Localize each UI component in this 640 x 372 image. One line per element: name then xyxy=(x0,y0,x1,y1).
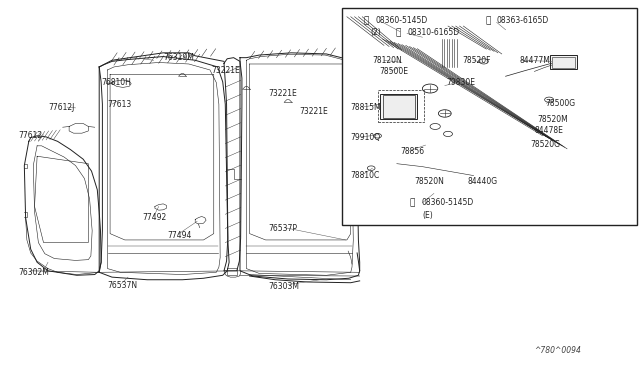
Text: 78120N: 78120N xyxy=(372,56,402,65)
Text: 84440G: 84440G xyxy=(467,177,497,186)
Text: 77613: 77613 xyxy=(108,100,132,109)
Text: 77494: 77494 xyxy=(168,231,192,240)
Text: Ⓢ: Ⓢ xyxy=(410,198,415,207)
Text: (2): (2) xyxy=(370,28,381,37)
Text: 77492: 77492 xyxy=(142,213,166,222)
Text: 73221E: 73221E xyxy=(300,107,328,116)
Text: 76303M: 76303M xyxy=(269,282,300,291)
Text: 73221E: 73221E xyxy=(269,89,298,98)
Text: 77612J: 77612J xyxy=(48,103,74,112)
Text: 78520M: 78520M xyxy=(538,115,568,124)
Text: 08360-5145D: 08360-5145D xyxy=(375,16,428,25)
Text: 76810H: 76810H xyxy=(101,78,131,87)
Text: 76537N: 76537N xyxy=(108,281,138,290)
Bar xyxy=(550,55,577,69)
Text: 84477M: 84477M xyxy=(520,56,550,65)
Text: 08310-6165D: 08310-6165D xyxy=(407,28,459,37)
Bar xyxy=(383,95,415,118)
Text: (E): (E) xyxy=(422,211,433,219)
Bar xyxy=(380,94,417,119)
Text: 76537P: 76537P xyxy=(269,224,298,233)
Text: 78815M: 78815M xyxy=(351,103,381,112)
Text: 08360-5145D: 08360-5145D xyxy=(421,198,474,207)
Text: 78856: 78856 xyxy=(400,147,424,156)
Text: 78520G: 78520G xyxy=(530,140,560,149)
Text: Ⓢ: Ⓢ xyxy=(364,16,369,25)
Text: 79830E: 79830E xyxy=(447,78,476,87)
Bar xyxy=(342,8,637,225)
Text: 76319M: 76319M xyxy=(163,53,194,62)
Text: 84478E: 84478E xyxy=(534,126,563,135)
Text: 79910Q: 79910Q xyxy=(351,133,381,142)
Text: 08363-6165D: 08363-6165D xyxy=(497,16,549,25)
Text: 78520N: 78520N xyxy=(415,177,445,186)
Text: Ⓢ: Ⓢ xyxy=(396,28,401,37)
Text: 78810C: 78810C xyxy=(351,171,380,180)
Text: 76302M: 76302M xyxy=(18,268,49,277)
Text: 73221E: 73221E xyxy=(211,66,240,75)
Text: 78520F: 78520F xyxy=(462,56,491,65)
Text: Ⓢ: Ⓢ xyxy=(485,16,490,25)
Bar xyxy=(552,57,575,68)
Text: 77612: 77612 xyxy=(18,131,42,140)
Text: ^780^0094: ^780^0094 xyxy=(534,346,581,355)
Text: 78500E: 78500E xyxy=(379,67,408,76)
Bar xyxy=(378,90,424,122)
Text: 78500G: 78500G xyxy=(545,99,575,108)
